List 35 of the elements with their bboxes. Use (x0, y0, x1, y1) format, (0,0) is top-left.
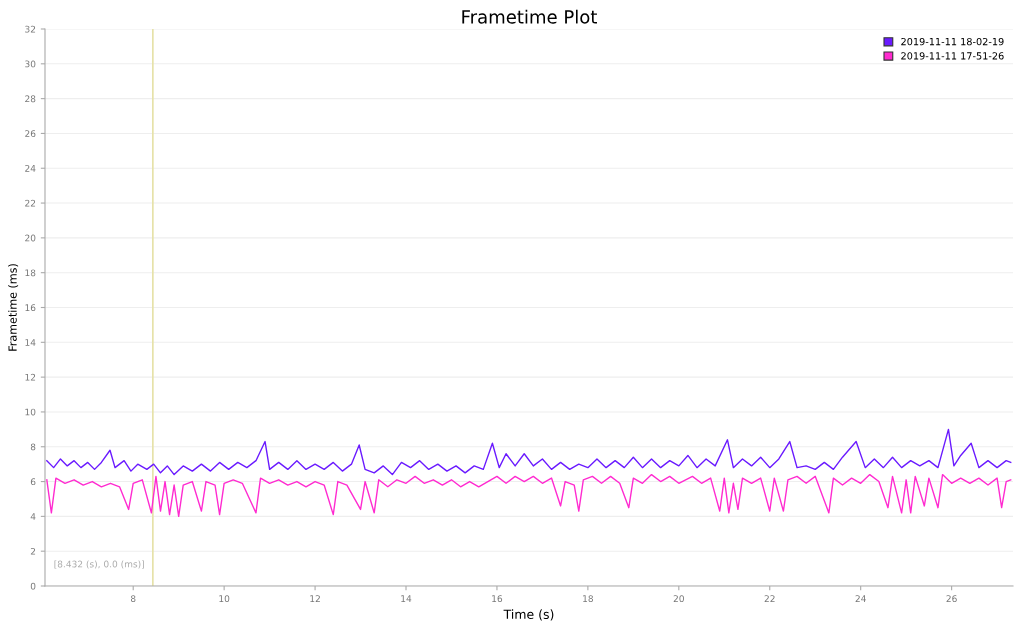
y-tick-label: 26 (25, 130, 36, 137)
y-tick-label: 4 (30, 513, 36, 520)
legend-label: 2019-11-11 17-51-26 (901, 52, 1004, 60)
y-tick-label: 2 (30, 547, 36, 555)
y-tick-label: 8 (30, 443, 36, 451)
y-tick-label: 18 (25, 269, 36, 277)
x-tick-label: 16 (492, 595, 503, 603)
line-series (46, 473, 1012, 518)
y-tick-label: 24 (25, 164, 36, 172)
line-series (46, 428, 1012, 476)
x-tick-label: 24 (855, 595, 866, 602)
x-tick-label: 22 (764, 595, 775, 602)
y-tick-label: 28 (25, 95, 36, 103)
x-tick-label: 8 (130, 595, 136, 603)
x-tick-label: 18 (583, 595, 594, 603)
y-tick-label: 22 (25, 199, 36, 207)
y-tick-label: 10 (25, 408, 36, 416)
x-tick-label: 20 (673, 595, 684, 603)
y-tick-label: 30 (25, 60, 36, 68)
y-tick-label: 0 (30, 582, 36, 590)
x-tick-label: 10 (219, 595, 230, 603)
chart-title: Frametime Plot (462, 9, 597, 24)
x-axis-title: Time (s) (503, 609, 554, 621)
y-tick-label: 6 (30, 478, 36, 486)
y-tick-label: 16 (25, 304, 36, 312)
y-tick-label: 14 (25, 339, 36, 346)
y-tick-label: 12 (25, 373, 36, 381)
y-tick-label: 32 (25, 25, 36, 33)
annotation: [8.432 (s), 0.0 (ms)] (54, 560, 144, 569)
x-tick-label: 12 (310, 595, 320, 602)
y-tick-label: 20 (25, 234, 36, 242)
legend-label: 2019-11-11 18-02-19 (901, 37, 1004, 46)
x-tick-label: 14 (401, 595, 412, 602)
x-tick-label: 26 (946, 595, 957, 603)
y-axis-title: Frametime (ms) (8, 264, 19, 351)
